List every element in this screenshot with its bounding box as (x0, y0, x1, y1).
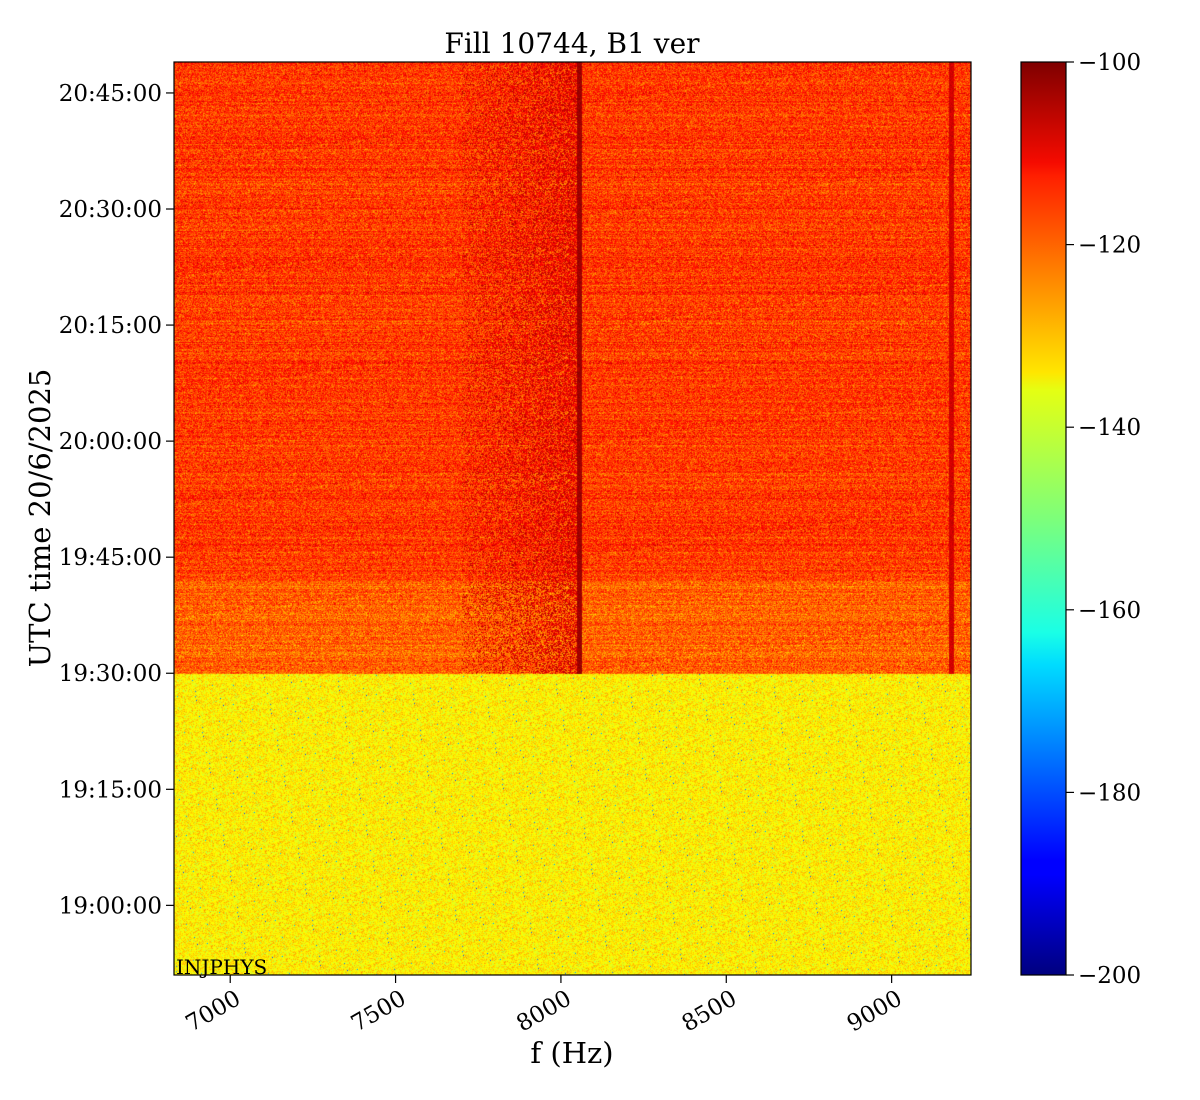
injphys-annotation: INJPHYS (176, 955, 267, 979)
y-tick-label: 20:15:00 (59, 313, 162, 339)
x-axis: 7000 7500 8000 8500 9000 (182, 975, 907, 1037)
y-tick-label: 19:15:00 (59, 777, 162, 803)
x-tick-label: 7500 (347, 986, 411, 1038)
colorbar-tick-label: −180 (1078, 780, 1141, 806)
heatmap-canvas (174, 62, 971, 975)
colorbar: −100 −120 −140 −160 −180 −200 (1020, 50, 1141, 989)
plot-frame (173, 61, 972, 976)
y-axis-label: UTC time 20/6/2025 (23, 369, 57, 668)
x-tick-label: 7000 (182, 986, 246, 1038)
y-tick-label: 20:00:00 (59, 429, 162, 455)
colorbar-tick-label: −160 (1078, 598, 1141, 624)
y-axis: 19:00:00 19:15:00 19:30:00 19:45:00 20:00:00… (59, 81, 174, 919)
x-tick-label: 9000 (843, 986, 907, 1038)
x-tick-label: 8500 (678, 986, 742, 1038)
y-tick-label: 20:30:00 (59, 197, 162, 223)
colorbar-ticks: −100 −120 −140 −160 −180 −200 (1066, 50, 1141, 989)
y-tick-label: 19:30:00 (59, 661, 162, 687)
y-tick-label: 20:45:00 (59, 81, 162, 107)
heatmap-area (173, 61, 972, 976)
chart-title: Fill 10744, B1 ver (444, 27, 700, 60)
colorbar-tick-label: −100 (1078, 50, 1141, 76)
x-tick-label: 8000 (512, 986, 576, 1038)
colorbar-tick-label: −140 (1078, 415, 1141, 441)
y-tick-label: 19:00:00 (59, 893, 162, 919)
x-axis-label: f (Hz) (530, 1036, 613, 1070)
colorbar-tick-label: −200 (1078, 963, 1141, 989)
y-tick-label: 19:45:00 (59, 545, 162, 571)
colorbar-gradient (1020, 61, 1067, 976)
colorbar-tick-label: −120 (1078, 233, 1141, 259)
